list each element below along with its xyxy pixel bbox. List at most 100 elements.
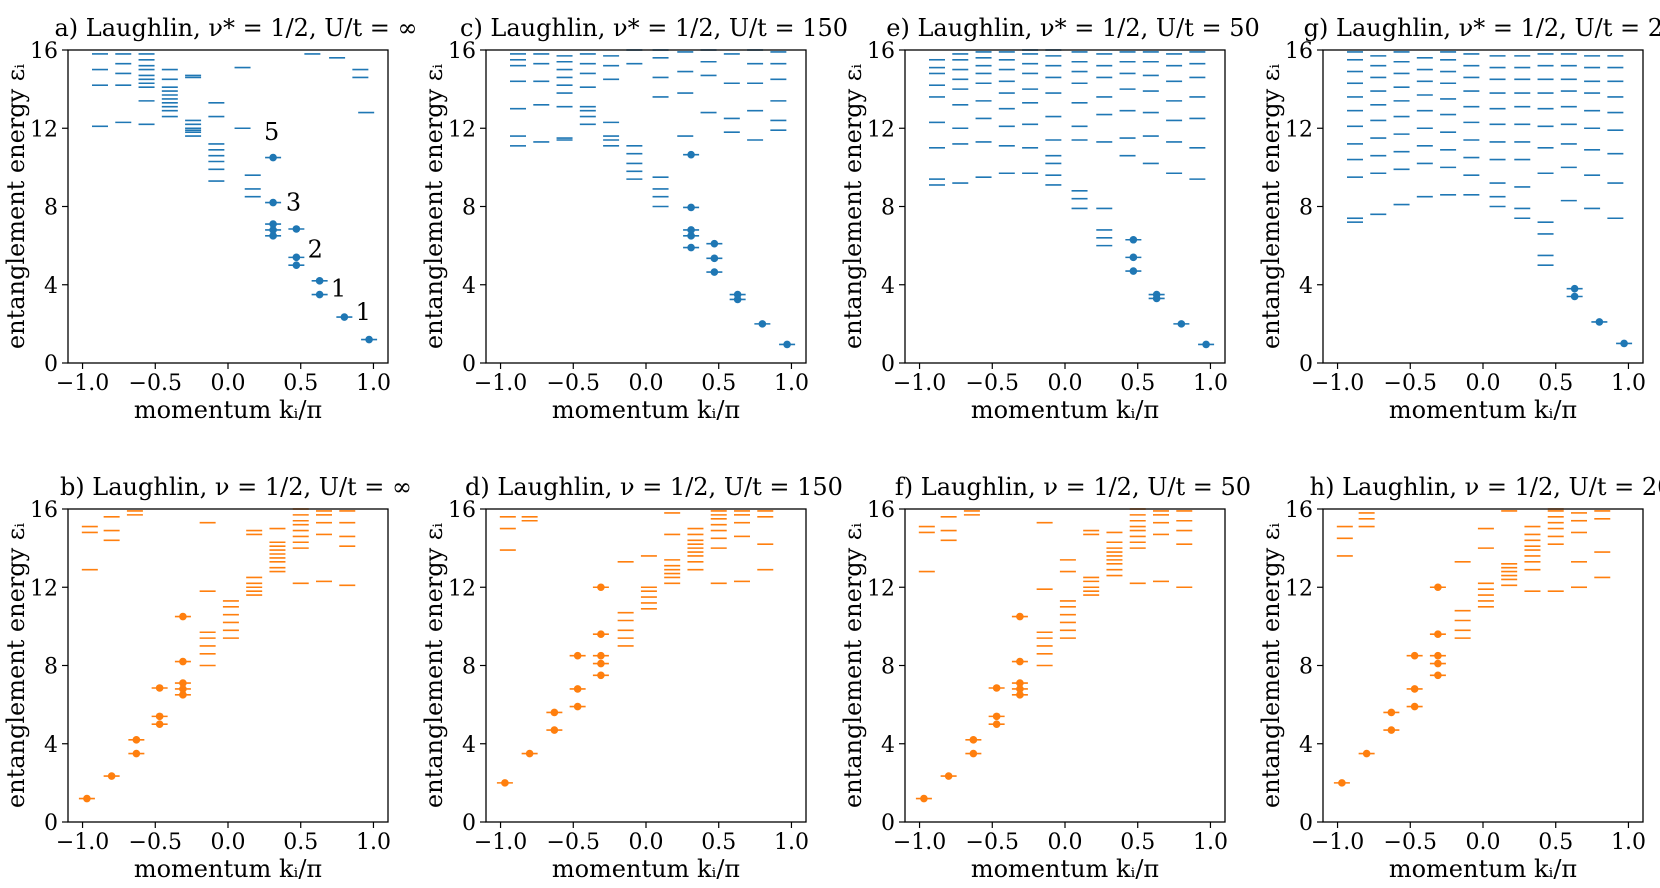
x-tick-label: 1.0 xyxy=(1193,371,1228,396)
x-tick-label: 1.0 xyxy=(1611,371,1646,396)
x-tick-label: 0.5 xyxy=(1120,371,1155,396)
y-axis-label: entanglement energy εᵢ xyxy=(2,523,30,808)
marker-point xyxy=(573,685,582,693)
marker-point xyxy=(550,726,559,734)
x-axis-label: momentum kᵢ/π xyxy=(552,396,740,424)
x-tick-label: −1.0 xyxy=(893,371,946,396)
panel-h: h) Laughlin, ν = 1/2, U/t = 20 −1.0 −0.5 0.… xyxy=(1257,473,1660,883)
x-tick-label: 1.0 xyxy=(356,830,391,855)
annotation-label: 1 xyxy=(356,298,371,326)
y-tick-label: 0 xyxy=(462,352,476,377)
x-tick-label: 0.5 xyxy=(1120,830,1155,855)
marker-point xyxy=(992,720,1001,728)
x-tick-label: 0.0 xyxy=(629,830,664,855)
y-tick-label: 4 xyxy=(462,733,476,758)
marker-point xyxy=(1595,318,1604,326)
x-tick-label: 1.0 xyxy=(774,371,809,396)
marker-point xyxy=(1202,340,1210,349)
y-tick-label: 4 xyxy=(1299,733,1313,758)
marker-point xyxy=(597,630,605,638)
x-tick-label: 0.0 xyxy=(211,830,246,855)
marker-point xyxy=(107,772,116,780)
x-tick-label: 0.0 xyxy=(1466,371,1501,396)
marker-point xyxy=(920,794,928,803)
marker-point xyxy=(269,226,277,234)
marker-point xyxy=(1129,253,1138,262)
marker-point xyxy=(1570,284,1579,293)
marker-point xyxy=(1434,659,1442,668)
marker-point xyxy=(1410,702,1419,711)
x-tick-label: −0.5 xyxy=(547,371,600,396)
x-tick-label: −1.0 xyxy=(56,830,109,855)
marker-point xyxy=(1129,235,1138,244)
x-tick-label: 0.0 xyxy=(1466,830,1501,855)
x-tick-label: 0.0 xyxy=(629,371,664,396)
y-tick-label: 12 xyxy=(1285,117,1313,142)
y-tick-label: 4 xyxy=(1299,274,1313,299)
marker-point xyxy=(758,320,767,328)
annotation-label: 2 xyxy=(308,235,323,263)
axes-frame xyxy=(485,49,807,364)
x-tick-label: −1.0 xyxy=(474,830,527,855)
marker-point xyxy=(365,335,373,344)
x-tick-label: 0.5 xyxy=(1538,371,1573,396)
marker-point xyxy=(1620,339,1628,348)
y-tick-label: 4 xyxy=(44,274,58,299)
marker-point xyxy=(687,232,695,240)
x-tick-label: −0.5 xyxy=(966,371,1019,396)
marker-point xyxy=(179,612,187,621)
marker-point xyxy=(710,239,719,248)
y-axis-label: entanglement energy εᵢ xyxy=(1257,64,1285,349)
y-tick-label: 8 xyxy=(1299,196,1313,221)
panel-g: g) Laughlin, ν* = 1/2, U/t = 20 −1.0 −0.5 0… xyxy=(1257,14,1660,424)
x-tick-label: −1.0 xyxy=(893,830,946,855)
y-tick-label: 8 xyxy=(462,655,476,680)
marker-point xyxy=(687,150,695,159)
x-tick-label: −0.5 xyxy=(547,830,600,855)
marker-point xyxy=(179,691,187,699)
y-tick-label: 16 xyxy=(867,498,895,523)
x-tick-label: 1.0 xyxy=(1193,830,1228,855)
x-tick-label: −1.0 xyxy=(1311,830,1364,855)
x-tick-label: 1.0 xyxy=(1611,830,1646,855)
panel-title: d) Laughlin, ν = 1/2, U/t = 150 xyxy=(465,473,843,501)
panel-b: b) Laughlin, ν = 1/2, U/t = ∞ −1.0 −0.5 0.0… xyxy=(2,473,412,883)
y-tick-label: 0 xyxy=(881,811,895,836)
marker-point xyxy=(1410,651,1419,660)
panel-title: b) Laughlin, ν = 1/2, U/t = ∞ xyxy=(60,473,412,501)
y-tick-label: 16 xyxy=(30,498,58,523)
panel-f: f) Laughlin, ν = 1/2, U/t = 50 −1.0 −0.5 0.… xyxy=(839,473,1251,883)
marker-point xyxy=(710,254,719,263)
y-tick-label: 16 xyxy=(30,39,58,64)
marker-point xyxy=(597,583,605,592)
marker-point xyxy=(1387,708,1396,717)
panel-d: d) Laughlin, ν = 1/2, U/t = 150 −1.0 −0.5 0… xyxy=(420,473,843,883)
x-axis-label: momentum kᵢ/π xyxy=(134,396,322,424)
marker-point xyxy=(179,679,187,687)
marker-point xyxy=(1016,679,1024,687)
y-tick-label: 4 xyxy=(881,274,895,299)
x-tick-label: −1.0 xyxy=(56,371,109,396)
marker-point xyxy=(269,198,277,207)
y-axis-label: entanglement energy εᵢ xyxy=(420,523,448,808)
y-axis-label: entanglement energy εᵢ xyxy=(420,64,448,349)
marker-point xyxy=(1338,779,1346,787)
marker-point xyxy=(573,651,582,660)
marker-point xyxy=(710,268,719,276)
marker-point xyxy=(1434,671,1442,680)
y-tick-label: 16 xyxy=(1285,39,1313,64)
y-tick-label: 12 xyxy=(30,117,58,142)
marker-point xyxy=(1016,657,1024,666)
x-tick-label: −0.5 xyxy=(1384,371,1437,396)
x-tick-label: 0.5 xyxy=(701,830,736,855)
marker-point xyxy=(340,313,349,321)
marker-point xyxy=(573,702,582,711)
marker-point xyxy=(1434,651,1442,660)
x-axis-label: momentum kᵢ/π xyxy=(552,855,740,883)
annotation-label: 5 xyxy=(264,118,279,146)
x-axis-label: momentum kᵢ/π xyxy=(134,855,322,883)
panel-title: a) Laughlin, ν* = 1/2, U/t = ∞ xyxy=(54,14,417,42)
marker-point xyxy=(292,261,301,269)
marker-point xyxy=(501,779,509,787)
